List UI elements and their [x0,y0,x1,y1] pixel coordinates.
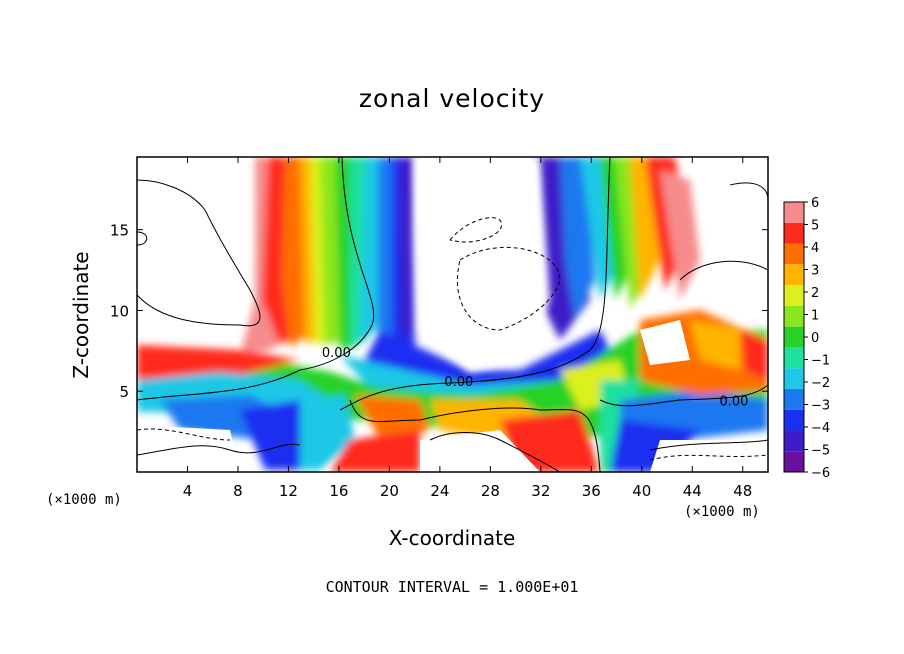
x-axis-label: X-coordinate [388,526,516,550]
x-tick-label: 40 [632,482,651,500]
colorbar-swatch [784,264,804,286]
colorbar-label: −1 [811,354,830,369]
x-tick-label: 16 [329,482,348,500]
colorbar-swatch [784,222,804,244]
x-unit-label-right: (×1000 m) [684,504,760,520]
colorbar-swatch [784,305,804,327]
contour-lines [137,157,768,472]
x-axis-ticks: 4 8 12 16 20 24 28 32 36 40 44 48 [183,157,752,500]
x-tick-label: 48 [733,482,752,500]
colorbar-label: −5 [811,444,830,459]
y-tick-label: 15 [110,222,129,240]
y-tick-label: 5 [119,383,129,401]
colorbar-label: 1 [811,309,819,324]
colorbar-label: 3 [811,264,819,279]
colorbar-swatch [784,326,804,348]
y-axis-ticks: 5 10 15 [110,222,768,401]
contour-label: 0.00 [322,346,351,361]
colorbar-label: 2 [811,286,819,301]
colorbar-swatch [784,285,804,306]
x-tick-label: 20 [380,482,399,500]
contour-labels: 0.00 0.00 0.00 [322,346,748,410]
velocity-field [137,157,768,472]
x-tick-label: 44 [683,482,702,500]
x-tick-label: 8 [233,482,243,500]
colorbar-label: 5 [811,219,819,234]
colorbar-label: −6 [811,466,830,481]
x-tick-label: 36 [582,482,601,500]
colorbar-label: 0 [811,331,819,346]
contour-label: 0.00 [719,395,748,410]
colorbar-label: 6 [811,196,819,211]
x-tick-label: 12 [279,482,298,500]
colorbar-label: 4 [811,241,819,256]
colorbar-swatch [784,347,804,369]
colorbar-swatch [784,409,804,431]
x-tick-label: 28 [481,482,500,500]
colorbar-swatch [784,430,804,452]
colorbar-swatch [784,451,804,472]
colorbar: 6 5 4 3 2 1 0 −1 −2 −3 −4 −5 −6 [783,196,830,481]
chart-title: zonal velocity [358,84,546,113]
colorbar-label: −2 [811,376,830,391]
contour-interval-note: CONTOUR INTERVAL = 1.000E+01 [325,578,579,596]
colorbar-swatch [784,368,804,389]
colorbar-swatch [784,243,804,265]
y-tick-label: 10 [110,302,129,320]
colorbar-swatch [784,202,804,223]
contour-lines-negative [137,217,768,461]
contour-label: 0.00 [444,375,473,390]
colorbar-swatch [784,388,804,410]
plot-frame [136,156,769,473]
x-tick-label: 24 [430,482,449,500]
x-tick-label: 4 [183,482,193,500]
colorbar-label: −3 [811,399,830,414]
x-tick-label: 32 [531,482,550,500]
x-unit-label-left: (×1000 m) [46,492,122,508]
colorbar-label: −4 [811,421,830,436]
